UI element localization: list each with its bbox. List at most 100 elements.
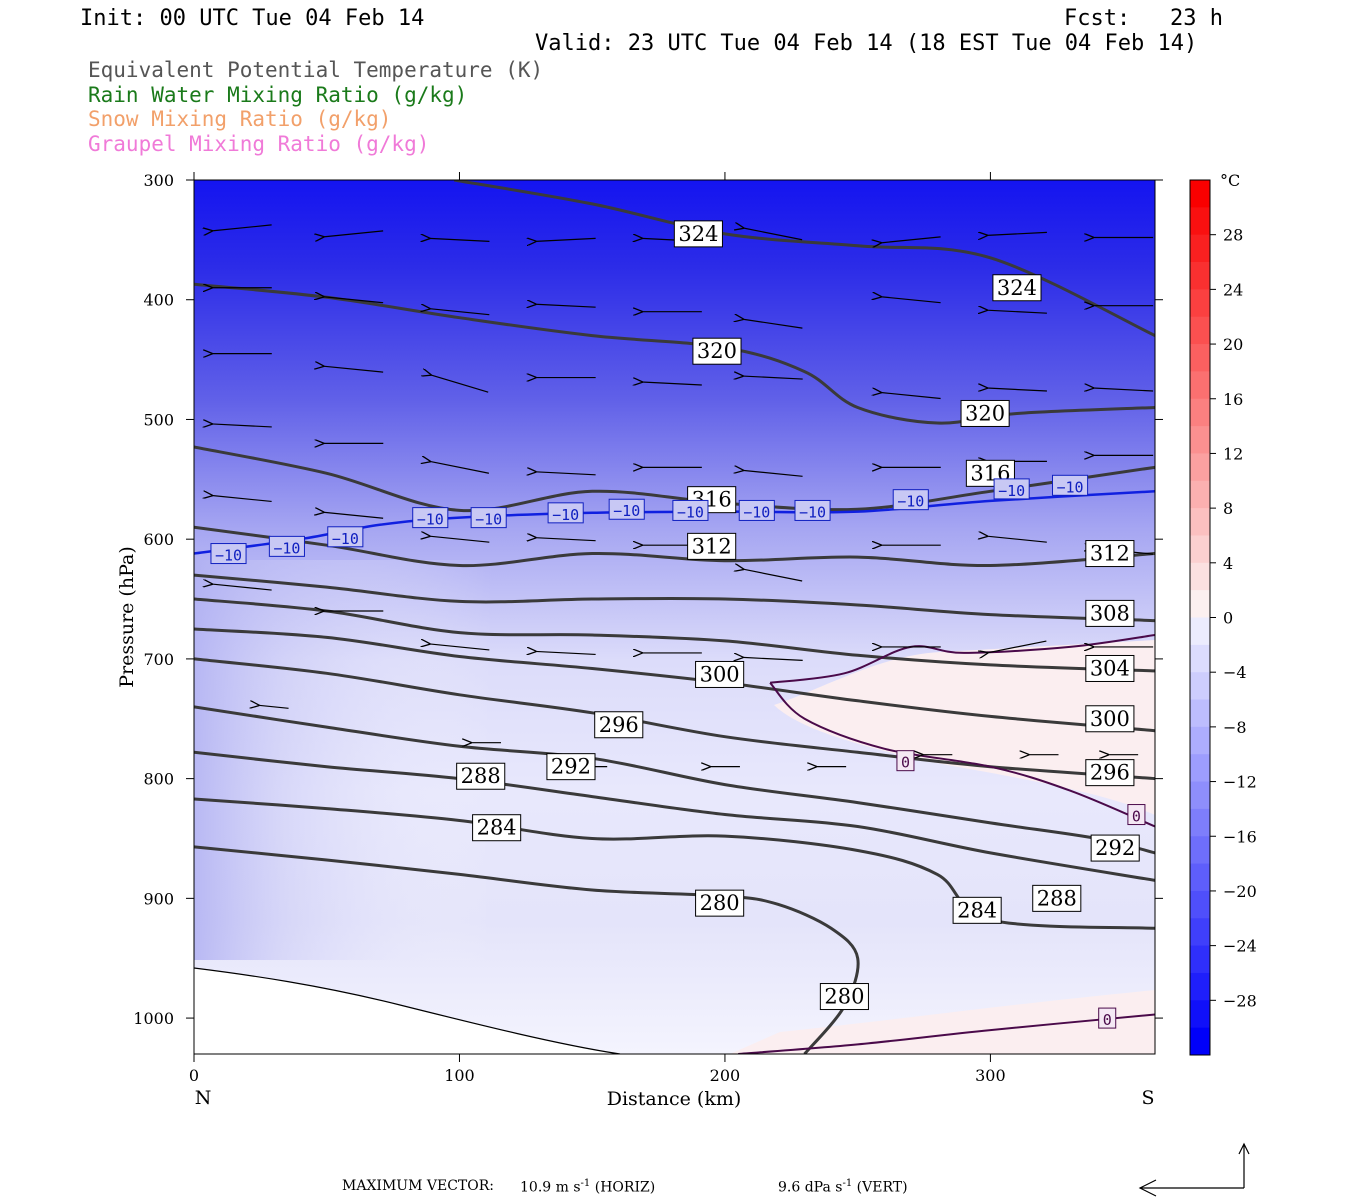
wind-vector-11 bbox=[430, 309, 490, 316]
y-tick-label-600: 600 bbox=[143, 530, 174, 549]
theta-e-label-320-1-box bbox=[960, 399, 1010, 427]
temp-minus10-label-11-text: −10 bbox=[998, 482, 1025, 500]
legend-graupel: Graupel Mixing Ratio (g/kg) bbox=[88, 132, 430, 156]
theta-e-label-300-0-box bbox=[695, 660, 745, 688]
colorbar-segment-19 bbox=[1190, 699, 1210, 728]
theta-e-label-280-1-text: 280 bbox=[824, 985, 864, 1009]
colorbar-tick-label--24: −24 bbox=[1223, 937, 1257, 956]
temp-minus10-label-11-box bbox=[993, 478, 1030, 500]
colorbar-segment-8 bbox=[1190, 398, 1210, 427]
wind-vector-0 bbox=[212, 224, 272, 231]
x-tick-label-200: 200 bbox=[710, 1066, 741, 1085]
temp-minus10-label-5: −10 bbox=[547, 502, 584, 524]
colorbar-segment-15 bbox=[1190, 590, 1210, 618]
theta-e-label-300-1: 300 bbox=[1085, 705, 1135, 733]
max-vector-horiz: 10.9 m s-1 (HORIZ) bbox=[520, 1178, 656, 1196]
x-end-label-north: N bbox=[195, 1087, 212, 1109]
wind-vector-16 bbox=[987, 310, 1047, 313]
theta-e-label-288-1-box bbox=[1032, 884, 1082, 912]
colorbar-tick-label--28: −28 bbox=[1223, 991, 1257, 1010]
temp-minus10-label-10-box bbox=[892, 489, 929, 511]
theta-e-contour-292 bbox=[194, 705, 1155, 855]
wind-vector-32 bbox=[743, 470, 803, 477]
x-axis-label: Distance (km) bbox=[607, 1088, 742, 1110]
y-tick-label-400: 400 bbox=[143, 291, 174, 310]
theta-e-label-292-0-box bbox=[546, 753, 596, 781]
temp-minus10-label-9: −10 bbox=[794, 499, 831, 521]
temp-minus10-label-9-box bbox=[794, 499, 831, 521]
wind-vector-22 bbox=[642, 382, 702, 385]
theta-e-label-284-0-text: 284 bbox=[477, 816, 517, 840]
colorbar-segment-20 bbox=[1190, 726, 1210, 755]
theta-e-label-324-1: 324 bbox=[992, 274, 1042, 302]
legend-snow: Snow Mixing Ratio (g/kg) bbox=[88, 107, 392, 131]
theta-e-label-324-1-text: 324 bbox=[997, 276, 1037, 300]
theta-e-label-320-0-box bbox=[692, 337, 742, 365]
theta-e-label-284-1-box bbox=[952, 896, 1002, 924]
temp-minus10-label-8-box bbox=[738, 499, 775, 521]
wind-vector-5 bbox=[743, 228, 803, 241]
y-tick-label-1000: 1000 bbox=[133, 1009, 174, 1028]
temp-zero-label-1-0: 0 bbox=[896, 750, 915, 772]
theta-e-label-304-0-text: 304 bbox=[1090, 656, 1130, 680]
colorbar-tick-label-16: 16 bbox=[1223, 390, 1243, 409]
theta-e-contour-308 bbox=[194, 573, 1155, 623]
wind-vector-14 bbox=[743, 319, 803, 329]
temp-zero-label-1-0-text: 0 bbox=[901, 754, 910, 772]
colorbar-segment-3 bbox=[1190, 262, 1210, 290]
legend-theta-e: Equivalent Potential Temperature (K) bbox=[88, 58, 544, 82]
colorbar-tick-label-20: 20 bbox=[1223, 335, 1243, 354]
temp-minus10-label-6-text: −10 bbox=[613, 502, 640, 520]
colorbar-segment-0 bbox=[1190, 180, 1210, 208]
theta-e-label-324-0-text: 324 bbox=[678, 222, 718, 246]
theta-e-label-320-0: 320 bbox=[692, 337, 742, 365]
colorbar-segment-14 bbox=[1190, 562, 1210, 591]
max-vector-vert: 9.6 dPa s-1 (VERT) bbox=[778, 1178, 908, 1196]
y-tick-label-300: 300 bbox=[143, 171, 174, 190]
y-tick-label-700: 700 bbox=[143, 650, 174, 669]
temp-minus10-label-7: −10 bbox=[672, 499, 709, 521]
wind-vector-37 bbox=[323, 512, 384, 519]
temp-minus10-label-12-text: −10 bbox=[1057, 478, 1084, 496]
theta-e-label-304-0-box bbox=[1085, 654, 1135, 682]
wind-vector-19 bbox=[323, 366, 384, 373]
theta-e-label-296-1-box bbox=[1085, 759, 1135, 787]
colorbar-segment-11 bbox=[1190, 480, 1210, 509]
wind-vector-41 bbox=[743, 569, 803, 582]
colorbar-segment-31 bbox=[1190, 1027, 1210, 1056]
theta-e-label-280-0-box bbox=[695, 889, 745, 917]
temp-minus10-label-3: −10 bbox=[412, 507, 449, 529]
theta-e-label-312-0-box bbox=[687, 532, 737, 560]
wind-vector-1 bbox=[323, 230, 384, 237]
wind-vector-29 bbox=[430, 461, 490, 474]
colorbar-tick-label--12: −12 bbox=[1223, 773, 1257, 792]
temp-minus10-label-3-box bbox=[412, 507, 449, 529]
terrain-outline bbox=[194, 967, 621, 1054]
temp-minus10-label-6-box bbox=[608, 498, 645, 520]
colorbar-tick-label--20: −20 bbox=[1223, 882, 1257, 901]
wind-vector-52 bbox=[988, 640, 1047, 653]
theta-e-label-312-1-text: 312 bbox=[1090, 542, 1130, 566]
theta-e-contour-324 bbox=[453, 180, 1155, 337]
colorbar-segment-16 bbox=[1190, 617, 1210, 646]
wind-vector-30 bbox=[536, 472, 596, 475]
theta-e-label-320-0-text: 320 bbox=[697, 339, 737, 363]
x-tick-label-100: 100 bbox=[444, 1066, 475, 1085]
wind-vector-43 bbox=[987, 536, 1047, 543]
theta-e-label-312-1-box bbox=[1085, 540, 1135, 568]
colorbar-segment-29 bbox=[1190, 972, 1210, 1001]
theta-e-label-304-0: 304 bbox=[1085, 654, 1135, 682]
temp-zero-label-2-0-text: 0 bbox=[1103, 1011, 1112, 1029]
colorbar-unit: °C bbox=[1220, 171, 1240, 190]
warm-surface-fill bbox=[730, 990, 1155, 1054]
colorbar-segment-5 bbox=[1190, 316, 1210, 345]
colorbar-tick-label-8: 8 bbox=[1223, 499, 1233, 518]
colorbar-segment-30 bbox=[1190, 1000, 1210, 1029]
colorbar-segment-2 bbox=[1190, 234, 1210, 263]
colorbar-segment-18 bbox=[1190, 672, 1210, 701]
theta-e-label-292-0: 292 bbox=[546, 753, 596, 781]
theta-e-label-296-0-text: 296 bbox=[599, 713, 639, 737]
temp-minus10-label-1: −10 bbox=[268, 535, 305, 557]
colorbar-segment-28 bbox=[1190, 945, 1210, 974]
temp-minus10-label-0-text: −10 bbox=[215, 547, 242, 565]
